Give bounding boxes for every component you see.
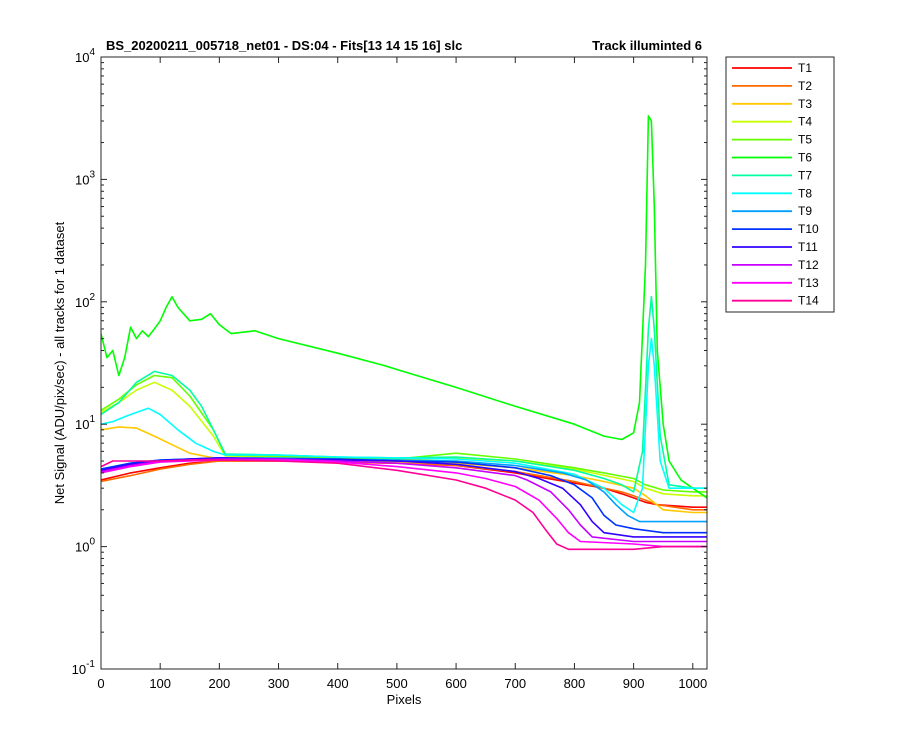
legend-label: T10 <box>798 222 819 236</box>
axes-box <box>100 56 708 670</box>
y-tick-label: 103 <box>75 169 95 187</box>
legend-label: T14 <box>798 294 819 308</box>
y-tick-exponent: 1 <box>89 414 95 425</box>
x-axis: 0 100 200 300 400 500 600 700 800 900 1000 <box>97 57 707 691</box>
series-line-t8 <box>101 337 707 514</box>
y-tick-exponent: 2 <box>89 292 95 303</box>
y-tick-label: 10-1 <box>72 659 96 677</box>
plot-area: 0 100 200 300 400 500 600 700 800 900 1000 10-1100… <box>72 47 708 691</box>
series-layer <box>101 115 707 551</box>
chart-title: BS_20200211_005718_net01 - DS:04 - Fits[… <box>106 38 462 53</box>
x-tick-label: 800 <box>564 676 586 691</box>
y-tick-exponent: -1 <box>86 659 95 670</box>
series-line-t3 <box>101 426 707 514</box>
legend-label: T1 <box>798 61 812 75</box>
legend-label: T13 <box>798 276 819 290</box>
chart-title-right: Track illuminted 6 <box>592 38 702 53</box>
legend-label: T8 <box>798 186 812 200</box>
y-tick-label: 101 <box>75 414 95 432</box>
x-tick-label: 300 <box>268 676 290 691</box>
legend-label: T12 <box>798 258 819 272</box>
x-tick-label: 0 <box>97 676 104 691</box>
series-line-t6 <box>101 115 707 499</box>
x-tick-label: 200 <box>209 676 231 691</box>
y-axis-label: Net Signal (ADU/pix/sec) - all tracks fo… <box>52 221 67 504</box>
x-tick-label: 100 <box>149 676 171 691</box>
y-tick-base: 10 <box>75 417 89 432</box>
series-line-t14 <box>101 459 707 551</box>
y-tick-base: 10 <box>75 540 89 555</box>
legend-box <box>725 56 835 313</box>
series-line-t7 <box>101 295 707 493</box>
legend-label: T3 <box>798 97 812 111</box>
series-line-t13 <box>101 459 707 548</box>
series-line-t11 <box>101 457 707 538</box>
x-tick-label: 700 <box>504 676 526 691</box>
y-tick-exponent: 0 <box>89 537 95 548</box>
x-axis-label: Pixels <box>387 692 422 707</box>
legend-label: T11 <box>798 240 818 254</box>
x-tick-label: 600 <box>445 676 467 691</box>
legend: T1 T2 T3 T4 T5 T6 T7 T8 T9 T10 T11 T12 T13 T14 <box>725 56 835 313</box>
series-line-t5 <box>101 374 707 493</box>
x-tick-label: 400 <box>327 676 349 691</box>
y-tick-base: 10 <box>72 662 86 677</box>
x-tick-label: 500 <box>386 676 408 691</box>
legend-label: T6 <box>798 151 812 165</box>
x-tick-label: 1000 <box>678 676 707 691</box>
legend-label: T7 <box>798 168 812 182</box>
legend-label: T4 <box>798 115 812 129</box>
legend-label: T9 <box>798 204 812 218</box>
y-tick-label: 100 <box>75 537 95 555</box>
legend-label: T5 <box>798 133 812 147</box>
legend-label: T2 <box>798 79 812 93</box>
legend-items: T1 T2 T3 T4 T5 T6 T7 T8 T9 T10 T11 T12 T13 T14 <box>732 61 819 308</box>
y-tick-base: 10 <box>75 172 89 187</box>
y-tick-base: 10 <box>75 50 89 65</box>
y-tick-label: 104 <box>75 47 95 65</box>
y-tick-label: 102 <box>75 292 95 310</box>
y-tick-base: 10 <box>75 295 89 310</box>
y-tick-exponent: 4 <box>89 47 95 58</box>
x-tick-label: 900 <box>623 676 645 691</box>
y-tick-exponent: 3 <box>89 169 95 180</box>
